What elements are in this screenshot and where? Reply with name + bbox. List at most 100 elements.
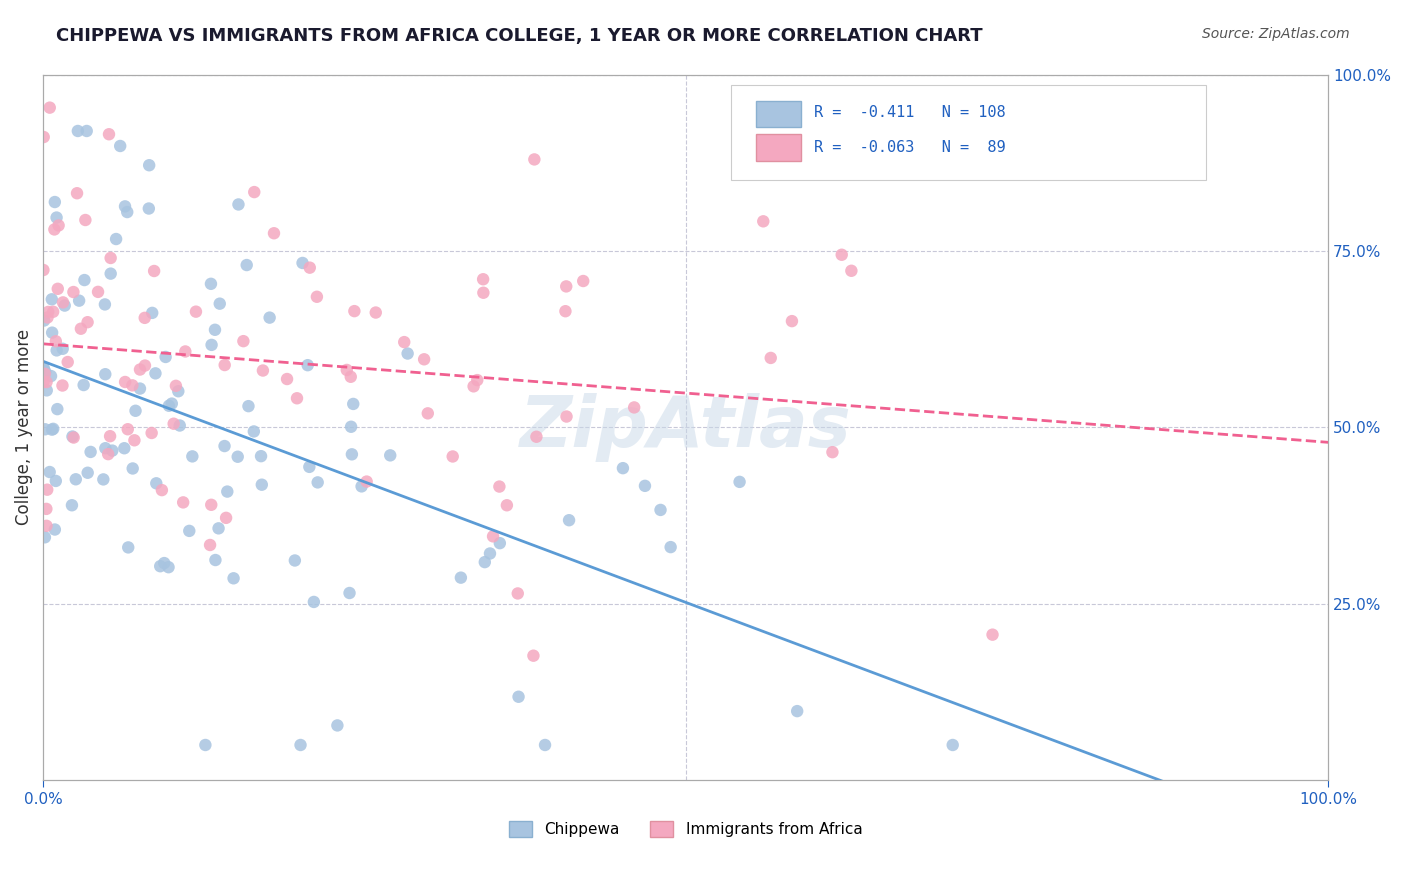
Immigrants from Africa — [37, 310, 59, 325]
Chippewa — [167, 384, 190, 399]
Chippewa — [298, 459, 321, 474]
Chippewa — [169, 418, 191, 433]
Chippewa — [62, 429, 84, 443]
Chippewa — [350, 479, 373, 493]
Text: R =  -0.063   N =  89: R = -0.063 N = 89 — [814, 140, 1005, 154]
Immigrants from Africa — [35, 518, 58, 533]
Chippewa — [100, 267, 122, 281]
Immigrants from Africa — [134, 359, 156, 373]
Text: CHIPPEWA VS IMMIGRANTS FROM AFRICA COLLEGE, 1 YEAR OR MORE CORRELATION CHART: CHIPPEWA VS IMMIGRANTS FROM AFRICA COLLE… — [56, 27, 983, 45]
Immigrants from Africa — [163, 417, 186, 431]
Chippewa — [194, 738, 217, 752]
Immigrants from Africa — [336, 363, 359, 377]
Chippewa — [634, 479, 657, 493]
Chippewa — [124, 404, 146, 418]
Immigrants from Africa — [482, 529, 505, 543]
Immigrants from Africa — [87, 285, 110, 299]
Chippewa — [45, 474, 67, 488]
Immigrants from Africa — [441, 450, 464, 464]
Chippewa — [45, 211, 67, 225]
Chippewa — [121, 461, 143, 475]
Chippewa — [129, 382, 152, 396]
Immigrants from Africa — [66, 186, 89, 201]
Chippewa — [340, 447, 363, 461]
Immigrants from Africa — [129, 362, 152, 376]
Immigrants from Africa — [298, 260, 321, 275]
Immigrants from Africa — [305, 290, 328, 304]
Chippewa — [60, 498, 83, 512]
Immigrants from Africa — [465, 373, 488, 387]
Immigrants from Africa — [35, 502, 58, 516]
Chippewa — [200, 277, 222, 291]
Chippewa — [226, 450, 249, 464]
Immigrants from Africa — [56, 355, 79, 369]
Immigrants from Africa — [174, 344, 197, 359]
Chippewa — [284, 553, 307, 567]
Chippewa — [34, 365, 56, 379]
Chippewa — [66, 124, 89, 138]
Chippewa — [326, 718, 349, 732]
Chippewa — [650, 503, 672, 517]
Chippewa — [149, 559, 172, 574]
Immigrants from Africa — [134, 310, 156, 325]
Chippewa — [105, 232, 128, 246]
Chippewa — [34, 422, 56, 436]
Chippewa — [41, 423, 63, 437]
Immigrants from Africa — [522, 648, 544, 663]
Chippewa — [534, 738, 557, 752]
Immigrants from Africa — [416, 406, 439, 420]
Chippewa — [94, 441, 117, 455]
Chippewa — [200, 338, 222, 352]
Chippewa — [250, 477, 273, 491]
Immigrants from Africa — [243, 185, 266, 199]
Immigrants from Africa — [35, 375, 58, 389]
Chippewa — [39, 369, 62, 384]
Immigrants from Africa — [46, 282, 69, 296]
Immigrants from Africa — [48, 219, 70, 233]
Immigrants from Africa — [285, 391, 308, 405]
Immigrants from Africa — [572, 274, 595, 288]
Chippewa — [508, 690, 530, 704]
Immigrants from Africa — [214, 358, 236, 372]
Chippewa — [157, 560, 180, 574]
Chippewa — [34, 530, 56, 544]
Immigrants from Africa — [62, 431, 84, 445]
Immigrants from Africa — [472, 272, 495, 286]
Immigrants from Africa — [150, 483, 173, 497]
Chippewa — [73, 273, 96, 287]
Immigrants from Africa — [97, 447, 120, 461]
Chippewa — [181, 450, 204, 464]
Chippewa — [117, 541, 139, 555]
Immigrants from Africa — [463, 379, 485, 393]
Chippewa — [786, 704, 808, 718]
Immigrants from Africa — [100, 251, 122, 265]
Chippewa — [101, 443, 124, 458]
Chippewa — [93, 472, 115, 486]
Chippewa — [35, 384, 58, 398]
Chippewa — [450, 571, 472, 585]
Immigrants from Africa — [42, 304, 65, 318]
Immigrants from Africa — [339, 369, 361, 384]
Immigrants from Africa — [780, 314, 803, 328]
FancyBboxPatch shape — [756, 134, 801, 161]
Immigrants from Africa — [831, 248, 853, 262]
Chippewa — [44, 194, 66, 209]
Immigrants from Africa — [70, 322, 93, 336]
Immigrants from Africa — [38, 101, 60, 115]
Chippewa — [76, 466, 98, 480]
Immigrants from Africa — [198, 538, 221, 552]
Immigrants from Africa — [143, 264, 166, 278]
Chippewa — [160, 396, 183, 410]
Immigrants from Africa — [44, 222, 66, 236]
Chippewa — [145, 476, 167, 491]
Chippewa — [474, 555, 496, 569]
Chippewa — [157, 399, 180, 413]
Immigrants from Africa — [215, 511, 238, 525]
Chippewa — [478, 546, 501, 560]
Chippewa — [32, 313, 55, 327]
Immigrants from Africa — [37, 483, 59, 497]
Immigrants from Africa — [62, 285, 84, 299]
Immigrants from Africa — [52, 295, 75, 310]
Chippewa — [153, 556, 176, 570]
Chippewa — [488, 536, 510, 550]
